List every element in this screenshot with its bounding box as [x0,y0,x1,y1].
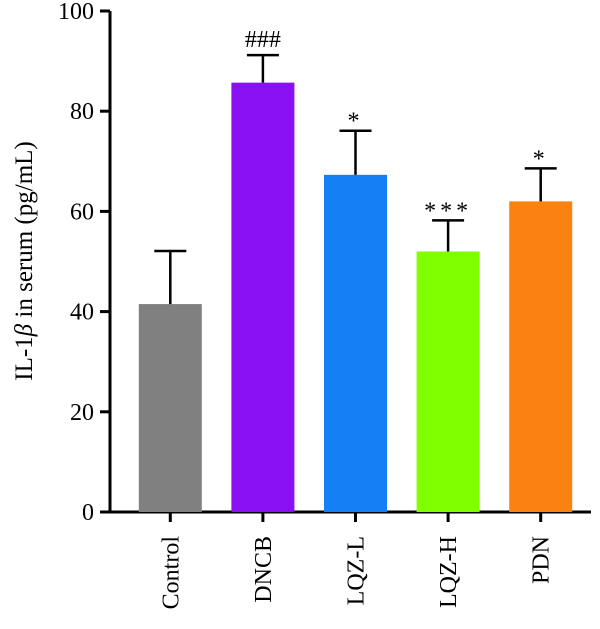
significance-label: *** [424,198,472,224]
y-tick-label: 40 [70,300,94,326]
bar-pdn [509,201,573,512]
y-axis: 0 20 40 60 80 100 [58,0,112,526]
bar-lqz-h [416,251,480,513]
x-tick-label: PDN [529,536,555,584]
x-tick-label: LQZ-L [344,536,370,605]
error-bars [154,53,557,305]
bars [138,82,573,513]
x-tick-label: LQZ-H [436,536,462,608]
x-axis: Control DNCB LQZ-L LQZ-H PDN [108,510,591,610]
bar-control [138,304,202,512]
y-axis-label: IL-1β in serum (pg/mL) [11,141,38,380]
y-tick-label: 80 [70,99,94,125]
significance-annotations: ###***** [245,27,549,224]
significance-label: ### [245,27,281,53]
y-tick-label: 60 [70,199,94,225]
x-tick-label: DNCB [251,536,277,603]
y-tick-label: 100 [58,0,94,25]
significance-label: * [348,109,364,135]
significance-label: * [533,146,549,172]
y-tick-label: 0 [82,500,94,526]
x-tick-label: Control [158,536,184,610]
bar-lqz-l [324,174,387,512]
y-tick-label: 20 [70,400,94,426]
bar-dncb [231,82,295,512]
